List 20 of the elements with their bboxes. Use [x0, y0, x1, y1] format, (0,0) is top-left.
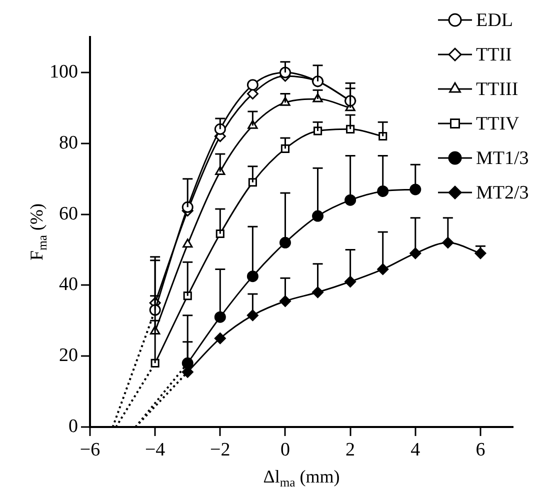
- x-tick-label: 2: [346, 439, 356, 460]
- x-tick-label: 0: [280, 439, 290, 460]
- x-tick-label: 6: [476, 439, 486, 460]
- x-tick-label: −2: [210, 439, 230, 460]
- y-axis-title: Fma (%): [26, 204, 50, 260]
- y-tick-label: 60: [59, 203, 78, 224]
- legend-label: TTIII: [476, 78, 518, 100]
- legend-label: MT1/3: [476, 148, 529, 169]
- legend-label: MT2/3: [476, 182, 529, 204]
- y-tick-label: 100: [50, 61, 78, 82]
- legend-label: EDL: [476, 10, 513, 31]
- legend-label: TTIV: [476, 113, 520, 134]
- y-tick-label: 0: [68, 416, 78, 437]
- x-tick-label: 4: [410, 439, 421, 460]
- x-tick-label: −6: [80, 439, 100, 460]
- y-tick-label: 80: [59, 132, 78, 154]
- x-tick-label: −4: [144, 439, 166, 460]
- legend-label: TTII: [476, 44, 512, 66]
- y-tick-label: 20: [59, 345, 78, 366]
- y-tick-label: 40: [59, 274, 78, 296]
